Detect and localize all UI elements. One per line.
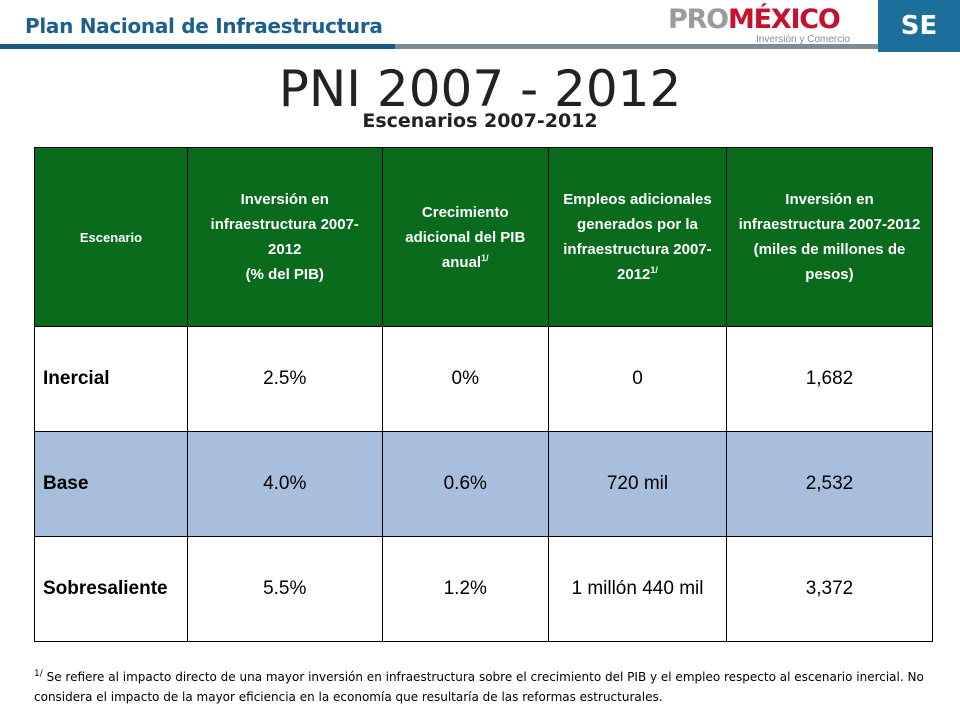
- col-header-pib-pct: Inversión en infraestructura 2007-2012 (%…: [186, 147, 383, 327]
- cell-growth: 0.6%: [381, 431, 550, 537]
- promexico-logo: PROMÉXICO Inversión y Comercio: [668, 4, 868, 46]
- footnote-ref: 1/: [481, 252, 489, 263]
- cell-pib-pct: 2.5%: [186, 326, 383, 432]
- footnote: 1/ Se refiere al impacto directo de una …: [34, 667, 934, 707]
- footnote-text: Se refiere al impacto directo de una may…: [34, 670, 924, 704]
- table-row-sobresaliente: Sobresaliente 5.5% 1.2% 1 millón 440 mil…: [34, 536, 934, 642]
- cell-pib-pct: 5.5%: [186, 536, 383, 642]
- table-row-base: Base 4.0% 0.6% 720 mil 2,532: [34, 431, 934, 537]
- col-header-investment: Inversión en infraestructura 2007-2012 (…: [725, 147, 934, 327]
- header-title: Plan Nacional de Infraestructura: [25, 14, 383, 38]
- cell-scenario: Inercial: [34, 326, 188, 432]
- col-header-escenario: Escenario: [34, 147, 188, 327]
- cell-growth: 1.2%: [381, 536, 550, 642]
- table-header-row: Escenario Inversión en infraestructura 2…: [34, 147, 934, 327]
- page-subtitle: Escenarios 2007-2012: [362, 110, 598, 132]
- col-header-text: Escenario: [79, 229, 143, 245]
- footnote-ref: 1/: [650, 265, 658, 275]
- logo-tagline: Inversión y Comercio: [756, 34, 850, 45]
- col-header-text: Inversión en infraestructura 2007-2012 (…: [738, 191, 921, 283]
- cell-jobs: 720 mil: [548, 431, 727, 537]
- page-title: PNI 2007 - 2012: [278, 60, 682, 118]
- cell-investment: 1,682: [725, 326, 934, 432]
- table-row-inercial: Inercial 2.5% 0% 0 1,682: [34, 326, 934, 432]
- cell-investment: 3,372: [725, 536, 934, 642]
- logo-mexico-text: MÉXICO: [727, 4, 841, 35]
- cell-pib-pct: 4.0%: [186, 431, 383, 537]
- col-header-text: Crecimiento adicional del PIB anual: [405, 203, 526, 271]
- cell-jobs: 0: [548, 326, 727, 432]
- col-header-jobs: Empleos adicionales generados por la inf…: [548, 147, 727, 327]
- col-header-subtext: (% del PIB): [245, 266, 324, 283]
- logo-pro-text: PRO: [668, 4, 729, 35]
- cell-scenario: Sobresaliente: [34, 536, 188, 642]
- col-header-text: Inversión en infraestructura 2007-2012: [210, 191, 359, 258]
- cell-growth: 0%: [381, 326, 550, 432]
- promexico-wordmark: PROMÉXICO: [668, 4, 841, 36]
- header-divider-accent: [0, 44, 395, 49]
- cell-jobs: 1 millón 440 mil: [548, 536, 727, 642]
- scenarios-table: Escenario Inversión en infraestructura 2…: [34, 147, 934, 642]
- cell-investment: 2,532: [725, 431, 934, 537]
- se-logo: SE: [878, 0, 960, 52]
- header-divider: [0, 44, 960, 49]
- footnote-marker: 1/: [34, 669, 43, 679]
- col-header-growth: Crecimiento adicional del PIB anual1/: [381, 147, 550, 327]
- col-header-text: Empleos adicionales generados por la inf…: [563, 191, 712, 283]
- cell-scenario: Base: [34, 431, 188, 537]
